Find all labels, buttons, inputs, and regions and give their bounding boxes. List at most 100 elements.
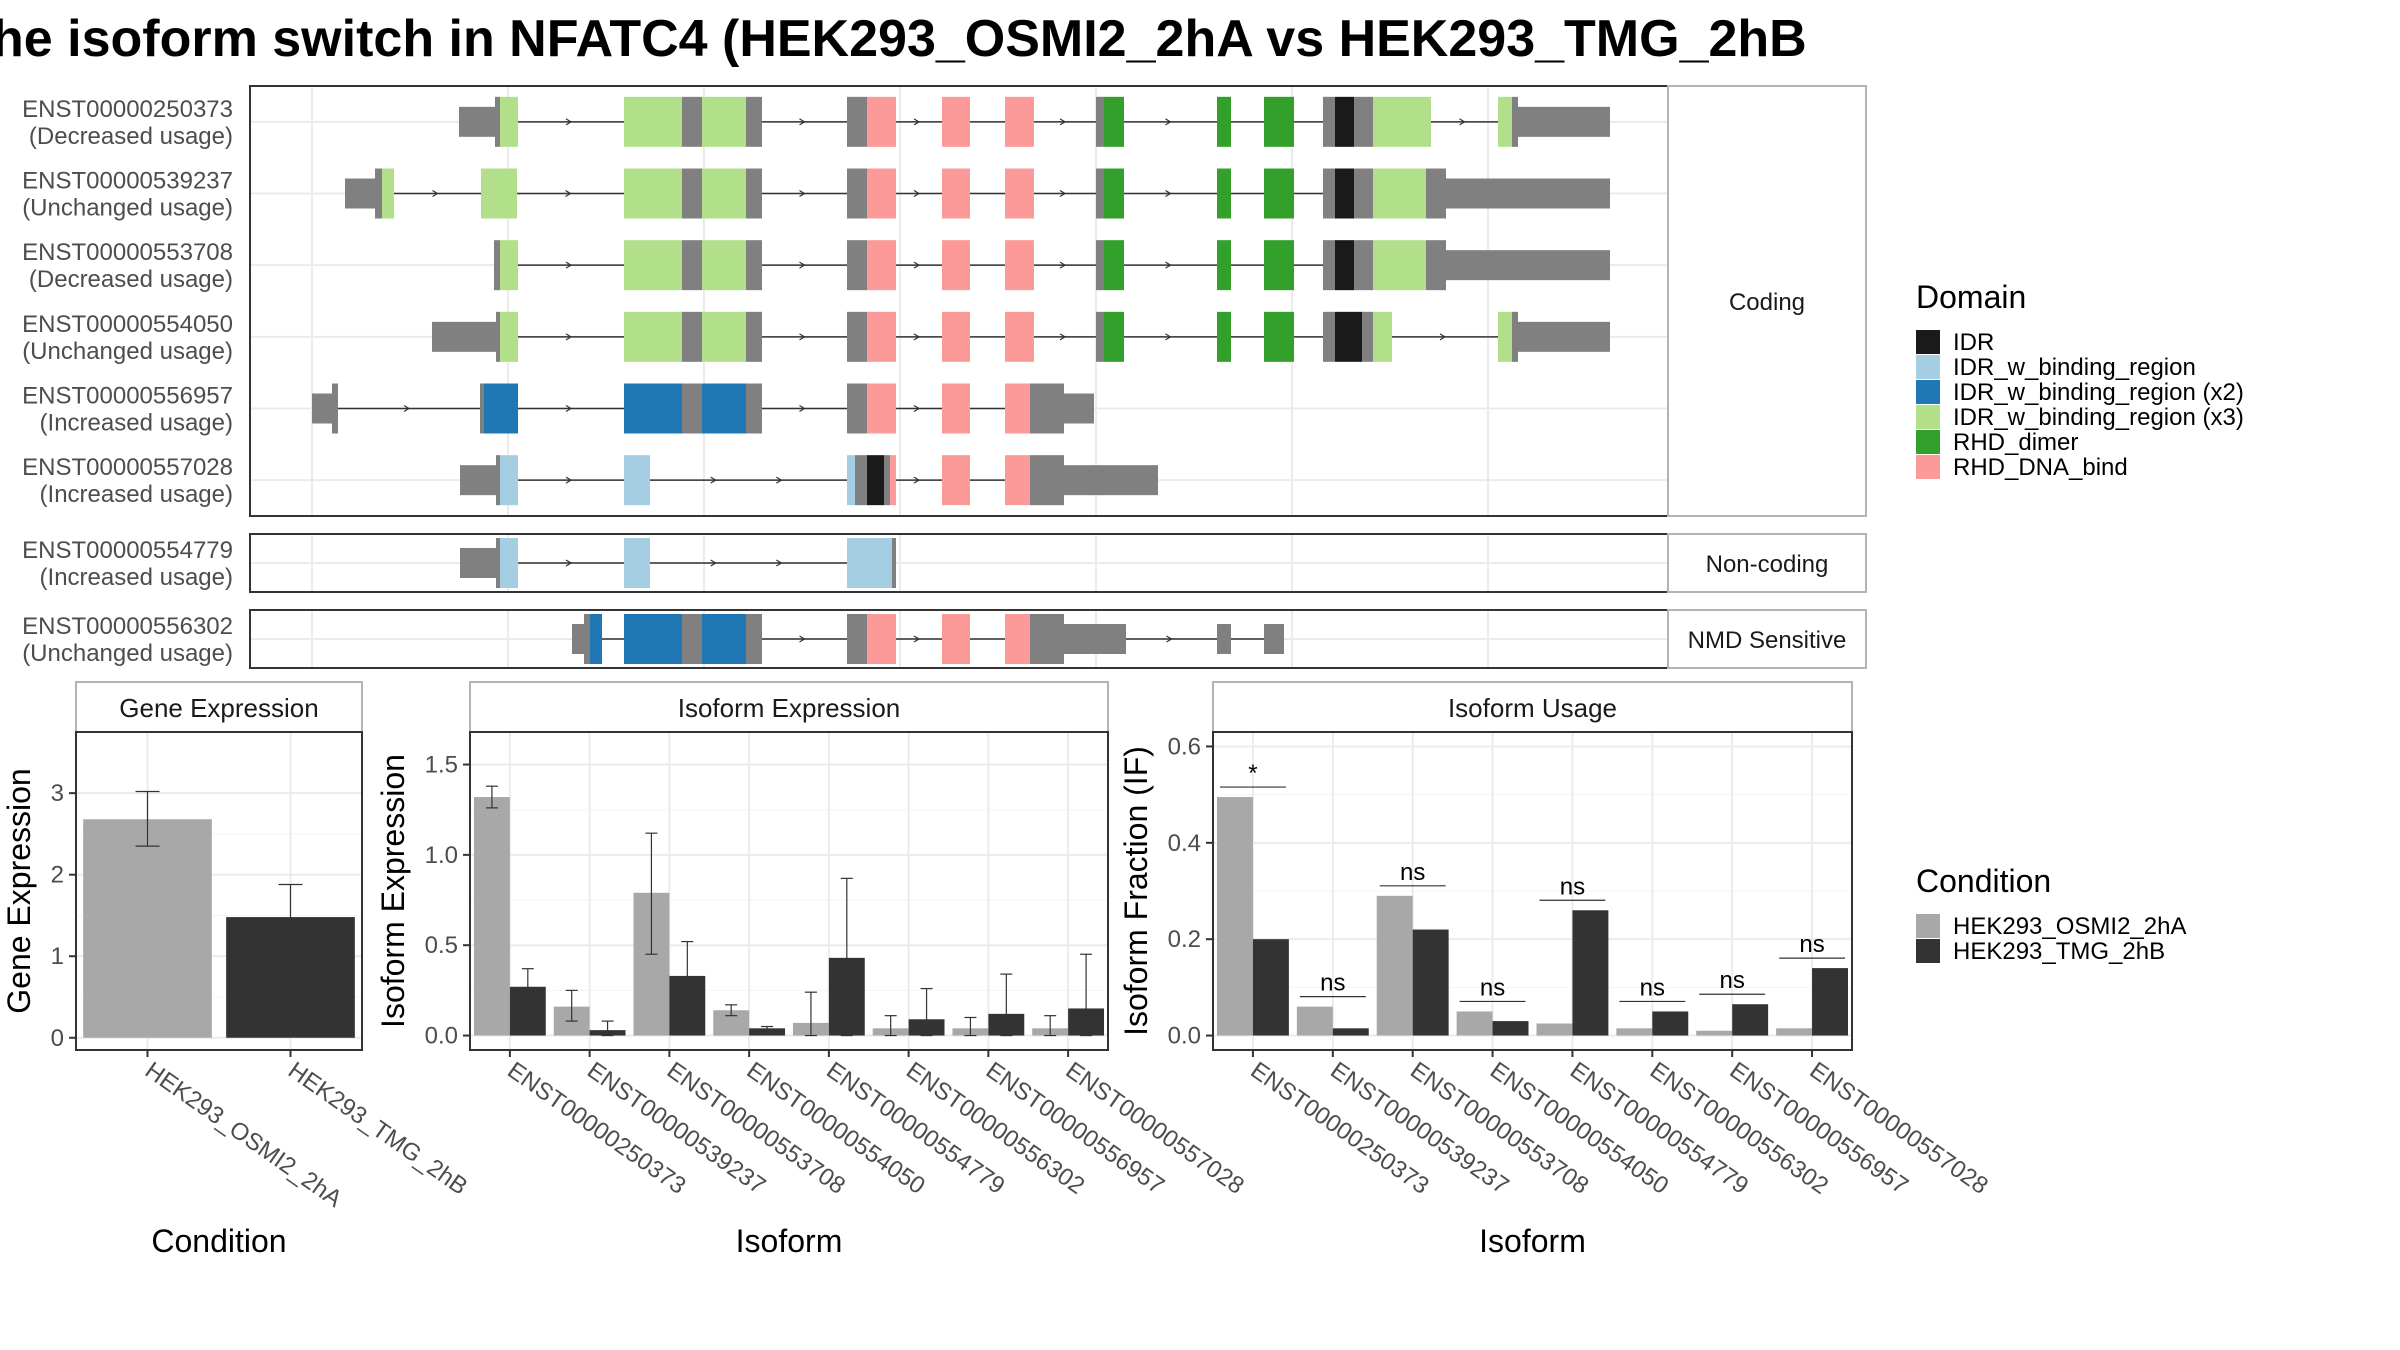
exon-block [1096, 240, 1104, 291]
transcript-row: ENST00000554779(Increased usage) [22, 537, 1667, 591]
exon-block [1030, 455, 1064, 506]
y-tick-label: 0.4 [1168, 830, 1201, 857]
bar [749, 1028, 786, 1036]
exon-block [345, 178, 375, 209]
direction-arrow [799, 635, 806, 643]
direction-arrow [913, 635, 921, 643]
exon-block [746, 168, 762, 219]
exon-block [682, 168, 702, 219]
bar [1456, 1011, 1493, 1036]
domain-block [847, 538, 892, 588]
domain-block [942, 311, 970, 362]
condition-legend-title: Condition [1916, 863, 2051, 899]
domain-block [500, 96, 518, 147]
domain-block [1217, 168, 1231, 219]
domain-block [1104, 240, 1124, 291]
bar [83, 819, 212, 1038]
direction-arrow [1166, 635, 1173, 643]
direction-arrow [776, 559, 783, 567]
domain-block [1335, 168, 1354, 219]
bar [1536, 1023, 1573, 1036]
exon-block [584, 614, 590, 664]
exon-block [494, 240, 500, 291]
condition-legend-item: HEK293_OSMI2_2hA [1953, 913, 2186, 940]
exon-block [847, 240, 867, 291]
domain-block [942, 168, 970, 219]
bar [1812, 968, 1849, 1036]
domain-block [702, 240, 746, 291]
transcript-usage-label: (Decreased usage) [29, 123, 233, 150]
transcript-usage-label: (Increased usage) [40, 481, 233, 508]
domain-block [1373, 168, 1426, 219]
direction-arrow [799, 333, 806, 341]
direction-arrow [432, 189, 439, 198]
transcript-id-label: ENST00000539237 [22, 168, 233, 195]
y-axis-title: Isoform Fraction (IF) [1118, 746, 1154, 1036]
direction-arrow [913, 404, 921, 413]
domain-legend-item: RHD_dimer [1953, 429, 2078, 456]
legends: DomainIDRIDR_w_binding_regionIDR_w_bindi… [1916, 279, 2244, 965]
domain-legend-item: RHD_DNA_bind [1953, 454, 2128, 481]
domain-block [702, 383, 746, 434]
y-tick-label: 0.0 [425, 1023, 458, 1050]
legend-swatch [1916, 939, 1940, 963]
y-tick-label: 1.0 [425, 842, 458, 869]
domain-block [624, 240, 682, 291]
exon-block [1096, 311, 1104, 362]
bar-chart: Isoform Usage 0.0 0.2 0.4 0.6 * ns ns ns ns ns ns ns… [1118, 681, 1993, 1259]
domain-block [1104, 311, 1124, 362]
direction-arrow [403, 404, 411, 413]
y-tick-label: 3 [51, 780, 64, 807]
domain-block [890, 455, 896, 506]
chart-title: Gene Expression [119, 693, 318, 723]
exon-block [1264, 624, 1284, 654]
domain-block [1264, 311, 1294, 362]
legend-swatch [1916, 914, 1940, 938]
exon-block [1096, 96, 1104, 147]
legend-swatch [1916, 455, 1940, 479]
domain-block [624, 538, 650, 588]
panel-strip-label: Non-coding [1706, 551, 1829, 578]
direction-arrow [1059, 118, 1067, 126]
y-axis-title: Isoform Expression [375, 754, 411, 1028]
domain-block [867, 455, 884, 506]
panel-strip [1667, 533, 1867, 593]
domain-block [867, 311, 896, 362]
exon-block [746, 383, 762, 434]
exon-block [1354, 168, 1373, 219]
domain-legend-item: IDR_w_binding_region [1953, 354, 2196, 381]
y-tick-label: 0.5 [425, 932, 458, 959]
transcript-row: ENST00000539237(Unchanged usage) [22, 168, 1667, 222]
domain-block [1104, 168, 1124, 219]
direction-arrow [913, 261, 921, 269]
exon-block [1064, 465, 1158, 496]
bar [1732, 1004, 1769, 1036]
domain-block [1335, 311, 1362, 362]
domain-block [942, 455, 970, 506]
domain-block [942, 96, 970, 147]
exon-block [1030, 383, 1064, 434]
direction-arrow [799, 189, 806, 198]
direction-arrow [913, 333, 921, 341]
transcript-id-label: ENST00000554050 [22, 311, 233, 338]
y-tick-label: 0.2 [1168, 926, 1201, 953]
direction-arrow [1059, 333, 1067, 341]
direction-arrow [799, 261, 806, 269]
structure-panel: Non-coding ENST00000554779(Increased usag… [22, 533, 1867, 593]
significance-label: ns [1560, 873, 1585, 900]
chart-title: Isoform Expression [678, 693, 901, 723]
domain-block [382, 168, 394, 219]
exon-block [1426, 168, 1446, 219]
exon-block [847, 383, 867, 434]
exon-block [1446, 250, 1610, 281]
direction-arrow [710, 476, 717, 484]
significance-label: * [1248, 760, 1257, 787]
exon-block [1354, 96, 1373, 147]
bar [1652, 1011, 1689, 1036]
domain-block [1104, 96, 1124, 147]
domain-block [1005, 311, 1034, 362]
transcript-usage-label: (Unchanged usage) [22, 640, 233, 667]
transcript-id-label: ENST00000553708 [22, 239, 233, 266]
domain-block [1335, 96, 1354, 147]
transcript-id-label: ENST00000250373 [22, 96, 233, 123]
